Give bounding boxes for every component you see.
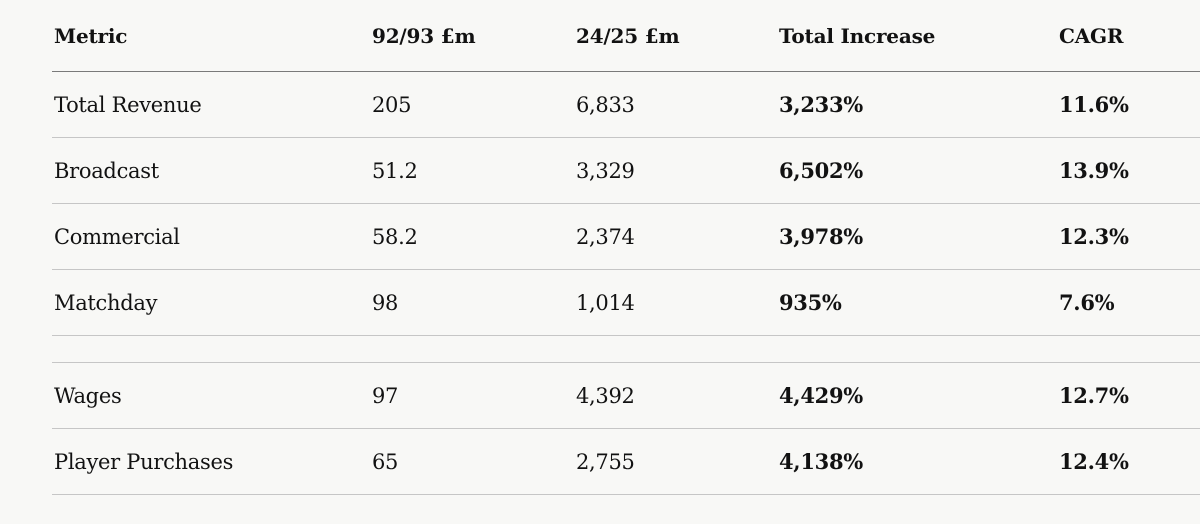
cell-9293 bbox=[370, 335, 574, 363]
cell-cagr: 12.3% bbox=[1057, 203, 1200, 270]
table-row: Total Revenue 205 6,833 3,233% 11.6% bbox=[52, 71, 1200, 138]
header-2425: 24/25 £m bbox=[574, 0, 777, 72]
cell-metric: Player Purchases bbox=[52, 428, 370, 495]
cell-2425: 2,374 bbox=[574, 203, 777, 270]
table-row: Commercial 58.2 2,374 3,978% 12.3% bbox=[52, 203, 1200, 270]
cell-metric: Total Revenue bbox=[52, 71, 370, 138]
cell-9293: 205 bbox=[370, 71, 574, 138]
cell-increase: 3,233% bbox=[777, 71, 1057, 138]
cell-increase: 4,138% bbox=[777, 428, 1057, 495]
cell-cagr: 11.6% bbox=[1057, 71, 1200, 138]
table-spacer-row bbox=[52, 335, 1200, 363]
metrics-table-container: Metric 92/93 £m 24/25 £m Total Increase … bbox=[52, 0, 1200, 495]
cell-9293: 98 bbox=[370, 269, 574, 336]
cell-9293: 65 bbox=[370, 428, 574, 495]
cell-9293: 97 bbox=[370, 362, 574, 429]
cell-metric: Matchday bbox=[52, 269, 370, 336]
cell-increase: 935% bbox=[777, 269, 1057, 336]
cell-increase bbox=[777, 335, 1057, 363]
cell-metric: Commercial bbox=[52, 203, 370, 270]
table-header-row: Metric 92/93 £m 24/25 £m Total Increase … bbox=[52, 0, 1200, 72]
cell-cagr: 12.4% bbox=[1057, 428, 1200, 495]
cell-increase: 4,429% bbox=[777, 362, 1057, 429]
header-cagr: CAGR bbox=[1057, 0, 1200, 72]
cell-cagr: 13.9% bbox=[1057, 137, 1200, 204]
cell-2425: 2,755 bbox=[574, 428, 777, 495]
cell-increase: 6,502% bbox=[777, 137, 1057, 204]
table-row: Wages 97 4,392 4,429% 12.7% bbox=[52, 362, 1200, 429]
cell-9293: 51.2 bbox=[370, 137, 574, 204]
cell-2425 bbox=[574, 335, 777, 363]
table-row: Matchday 98 1,014 935% 7.6% bbox=[52, 269, 1200, 336]
cell-cagr bbox=[1057, 335, 1200, 363]
cell-2425: 1,014 bbox=[574, 269, 777, 336]
cell-metric: Wages bbox=[52, 362, 370, 429]
header-total-increase: Total Increase bbox=[777, 0, 1057, 72]
revenue-growth-table: Metric 92/93 £m 24/25 £m Total Increase … bbox=[52, 0, 1200, 495]
cell-2425: 4,392 bbox=[574, 362, 777, 429]
cell-2425: 3,329 bbox=[574, 137, 777, 204]
table-row: Broadcast 51.2 3,329 6,502% 13.9% bbox=[52, 137, 1200, 204]
cell-9293: 58.2 bbox=[370, 203, 574, 270]
header-metric: Metric bbox=[52, 0, 370, 72]
cell-metric bbox=[52, 335, 370, 363]
cell-2425: 6,833 bbox=[574, 71, 777, 138]
table-row: Player Purchases 65 2,755 4,138% 12.4% bbox=[52, 428, 1200, 495]
cell-metric: Broadcast bbox=[52, 137, 370, 204]
cell-cagr: 7.6% bbox=[1057, 269, 1200, 336]
cell-increase: 3,978% bbox=[777, 203, 1057, 270]
header-9293: 92/93 £m bbox=[370, 0, 574, 72]
cell-cagr: 12.7% bbox=[1057, 362, 1200, 429]
